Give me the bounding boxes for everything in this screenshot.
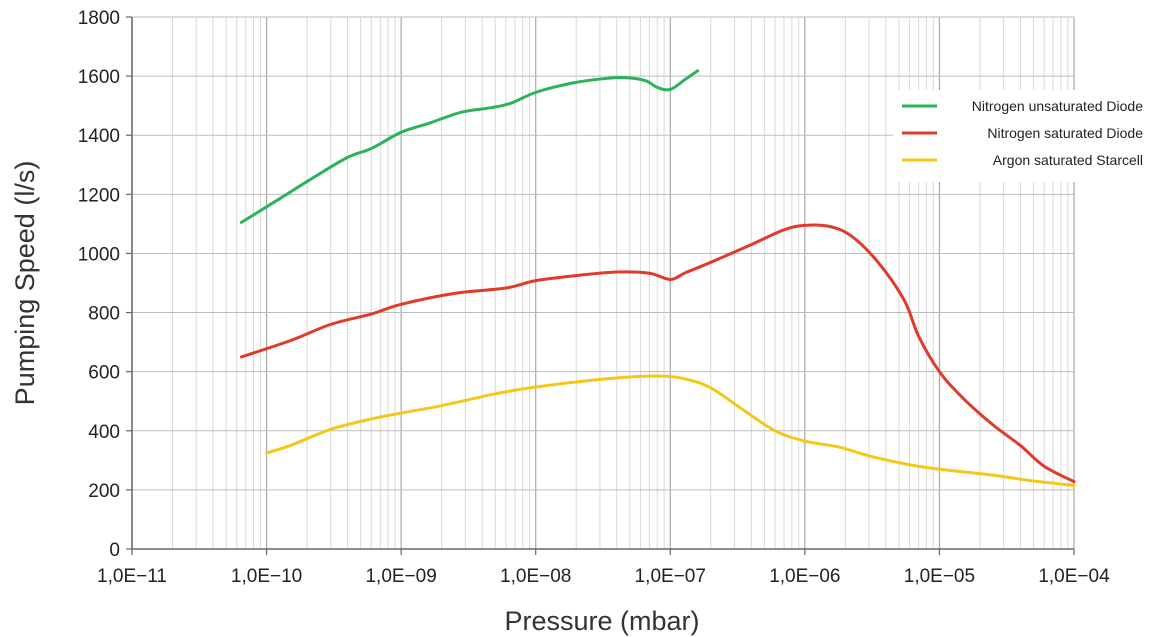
y-tick-label: 1000 — [78, 244, 120, 265]
y-tick-label: 1600 — [78, 67, 120, 88]
x-tick-label: 1,0E−06 — [769, 566, 840, 587]
x-tick-label: 1,0E−10 — [231, 566, 302, 587]
series-lines — [239, 69, 1076, 487]
y-tick-label: 200 — [88, 481, 120, 502]
legend: Nitrogen unsaturated Diode Nitrogen satur… — [893, 90, 1151, 182]
x-tick-label: 1,0E−04 — [1038, 566, 1110, 587]
x-tick-label: 1,0E−07 — [635, 566, 706, 587]
x-tick-label: 1,0E−09 — [365, 566, 436, 587]
x-tick-labels: 1,0E−11 1,0E−10 1,0E−09 1,0E−08 1,0E−07 1,0E−… — [97, 566, 1110, 587]
y-axis-title: Pumping Speed (l/s) — [10, 161, 40, 406]
y-tick-label: 1400 — [78, 126, 120, 147]
x-tick-label: 1,0E−11 — [97, 566, 167, 587]
series-line-nitrogen-saturated-diode — [239, 223, 1076, 484]
axes — [126, 16, 1075, 555]
y-tick-label: 1200 — [78, 185, 120, 206]
x-tick-label: 1,0E−05 — [904, 566, 975, 587]
legend-label: Nitrogen unsaturated Diode — [972, 98, 1143, 114]
series-line-argon-saturated-starcell — [265, 374, 1076, 487]
y-tick-label: 800 — [88, 304, 120, 325]
x-axis-title: Pressure (mbar) — [504, 606, 699, 636]
y-tick-label: 600 — [88, 363, 120, 384]
y-tick-label: 400 — [88, 422, 120, 443]
y-tick-label: 0 — [109, 540, 120, 561]
x-tick-label: 1,0E−08 — [500, 566, 571, 587]
y-tick-labels: 0 200 400 600 800 1000 1200 1400 1600 1800 — [78, 8, 120, 561]
legend-label: Nitrogen saturated Diode — [987, 125, 1143, 141]
y-tick-label: 1800 — [78, 8, 120, 29]
series-line-nitrogen-unsaturated-diode — [239, 69, 700, 224]
grid-lines — [131, 16, 1075, 550]
legend-label: Argon saturated Starcell — [993, 152, 1143, 168]
